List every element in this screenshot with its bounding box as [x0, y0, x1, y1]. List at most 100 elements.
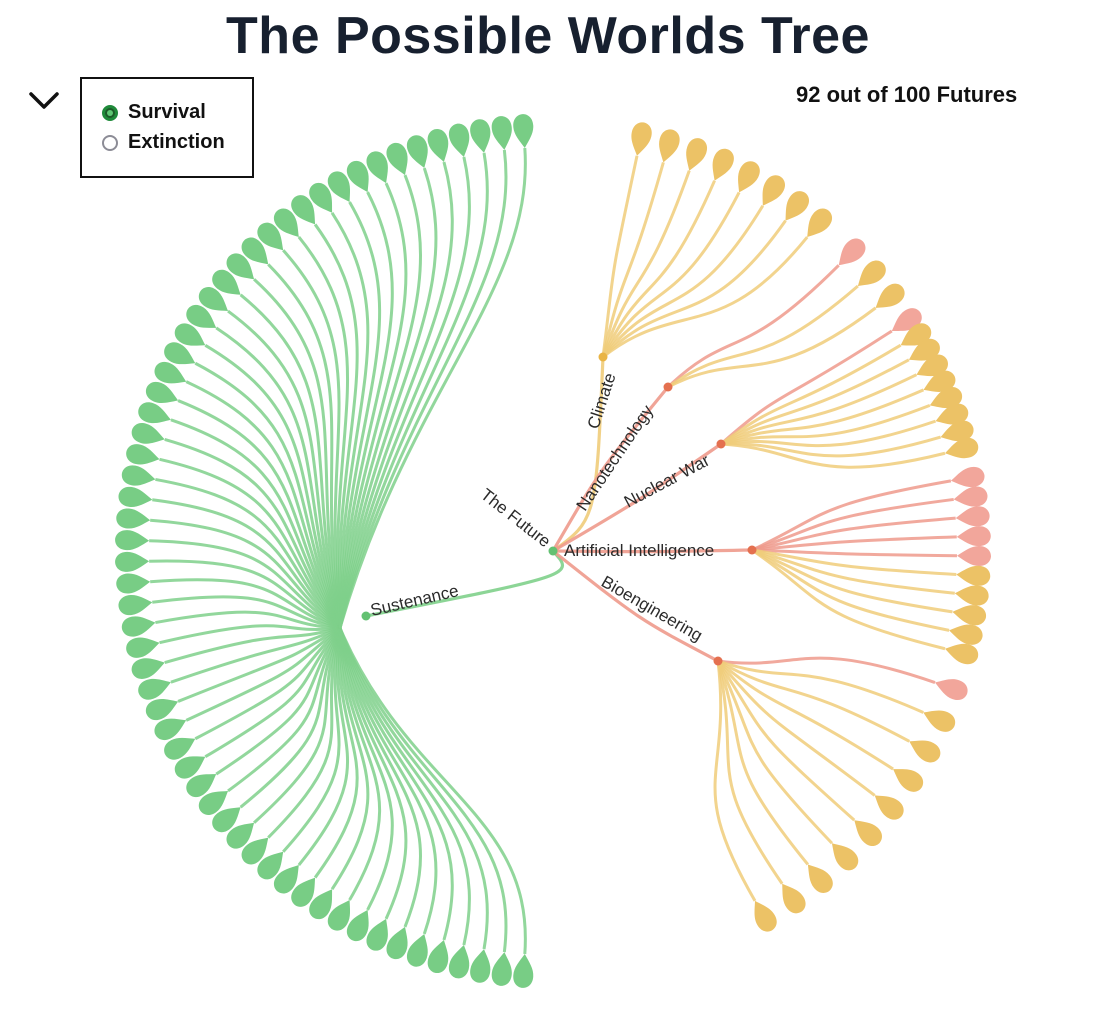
survival-leaf[interactable] [182, 301, 221, 336]
survival-leaf[interactable] [143, 379, 182, 410]
survival-leaf[interactable] [920, 367, 959, 399]
survival-leaf[interactable] [124, 442, 162, 469]
survival-leaf[interactable] [115, 551, 150, 572]
extinction-radio[interactable] [102, 134, 118, 151]
survival-leaf[interactable] [343, 905, 376, 944]
survival-leaf[interactable] [135, 673, 174, 703]
survival-leaf[interactable] [425, 937, 453, 975]
survival-leaf[interactable] [404, 133, 434, 172]
extinction-leaf[interactable] [956, 526, 991, 547]
survival-leaf[interactable] [363, 148, 395, 187]
extinction-leaf[interactable] [932, 673, 971, 703]
survival-leaf[interactable] [627, 120, 654, 157]
survival-leaf[interactable] [947, 621, 984, 647]
survival-leaf[interactable] [117, 485, 153, 509]
survival-leaf[interactable] [680, 135, 710, 174]
survival-leaf[interactable] [888, 761, 927, 796]
survival-leaf[interactable] [237, 233, 275, 271]
survival-leaf[interactable] [799, 204, 836, 243]
survival-leaf[interactable] [512, 113, 534, 148]
survival-leaf[interactable] [195, 783, 234, 819]
hub-dot-artificial_intelligence[interactable] [747, 545, 757, 555]
survival-leaf[interactable] [956, 565, 991, 587]
survival-leaf[interactable] [912, 351, 951, 384]
survival-leaf[interactable] [746, 896, 780, 935]
survival-leaf[interactable] [512, 953, 534, 988]
survival-leaf[interactable] [490, 115, 514, 151]
survival-leaf[interactable] [363, 915, 395, 954]
survival-leaf[interactable] [237, 831, 275, 869]
extinction-leaf[interactable] [955, 505, 991, 528]
survival-leaf[interactable] [208, 265, 247, 302]
survival-leaf[interactable] [151, 711, 190, 743]
legend-option-survival[interactable]: Survival [102, 101, 206, 124]
survival-leaf[interactable] [151, 358, 190, 390]
hub-dot-nanotechnology[interactable] [663, 382, 673, 392]
survival-leaf[interactable] [926, 384, 965, 415]
survival-leaf[interactable] [270, 204, 307, 243]
survival-leaf[interactable] [904, 335, 943, 369]
survival-leaf[interactable] [324, 168, 358, 207]
root-node-dot[interactable] [548, 546, 558, 556]
extinction-leaf[interactable] [957, 545, 991, 566]
survival-leaf[interactable] [208, 799, 247, 836]
extinction-leaf[interactable] [886, 304, 925, 339]
survival-leaf[interactable] [222, 815, 261, 853]
survival-leaf[interactable] [870, 279, 909, 315]
survival-leaf[interactable] [115, 530, 150, 551]
survival-leaf[interactable] [774, 878, 810, 917]
extinction-leaf[interactable] [952, 485, 988, 509]
survival-leaf[interactable] [171, 319, 210, 354]
survival-leaf[interactable] [943, 435, 981, 463]
survival-leaf[interactable] [754, 171, 789, 210]
survival-leaf[interactable] [954, 583, 990, 606]
survival-leaf[interactable] [120, 613, 157, 639]
collapse-toggle-button[interactable] [26, 86, 62, 116]
hub-dot-climate[interactable] [598, 352, 608, 362]
survival-leaf[interactable] [324, 895, 358, 934]
survival-leaf[interactable] [116, 508, 151, 531]
survival-leaf[interactable] [343, 157, 376, 196]
survival-leaf[interactable] [182, 766, 221, 801]
survival-leaf[interactable] [943, 639, 981, 667]
survival-leaf[interactable] [938, 418, 976, 447]
survival-leaf[interactable] [129, 653, 167, 682]
survival-leaf[interactable] [468, 118, 493, 155]
survival-leaf[interactable] [287, 191, 323, 230]
hub-dot-nuclear_war[interactable] [716, 439, 726, 449]
hub-dot-bioengineering[interactable] [713, 656, 723, 666]
hub-dot-sustenance[interactable] [361, 611, 371, 621]
extinction-leaf[interactable] [949, 465, 986, 491]
survival-leaf[interactable] [124, 633, 162, 660]
survival-leaf[interactable] [425, 127, 453, 165]
survival-leaf[interactable] [468, 947, 493, 984]
survival-leaf[interactable] [905, 733, 944, 767]
survival-leaf[interactable] [287, 872, 323, 911]
survival-leaf[interactable] [143, 692, 182, 723]
legend-option-extinction[interactable]: Extinction [102, 131, 225, 154]
survival-leaf[interactable] [305, 884, 340, 923]
survival-leaf[interactable] [654, 127, 683, 165]
survival-leaf[interactable] [129, 420, 167, 449]
survival-leaf[interactable] [383, 923, 414, 962]
survival-leaf[interactable] [171, 748, 210, 783]
survival-leaf[interactable] [705, 146, 737, 185]
survival-leaf[interactable] [951, 602, 988, 627]
survival-leaf[interactable] [195, 283, 234, 319]
survival-leaf[interactable] [116, 572, 151, 595]
extinction-leaf[interactable] [832, 234, 870, 272]
survival-leaf[interactable] [383, 140, 414, 179]
survival-leaf[interactable] [404, 931, 434, 970]
survival-leaf[interactable] [490, 951, 514, 987]
survival-leaf[interactable] [869, 787, 908, 823]
survival-leaf[interactable] [932, 401, 971, 431]
survival-leaf[interactable] [848, 813, 887, 851]
survival-leaf[interactable] [447, 122, 474, 160]
survival-leaf[interactable] [730, 158, 763, 197]
survival-leaf[interactable] [896, 319, 935, 354]
survival-leaf[interactable] [117, 592, 153, 616]
survival-leaf[interactable] [825, 836, 863, 874]
survival-leaf[interactable] [777, 187, 813, 226]
survival-leaf[interactable] [270, 859, 307, 898]
survival-leaf[interactable] [161, 730, 200, 764]
